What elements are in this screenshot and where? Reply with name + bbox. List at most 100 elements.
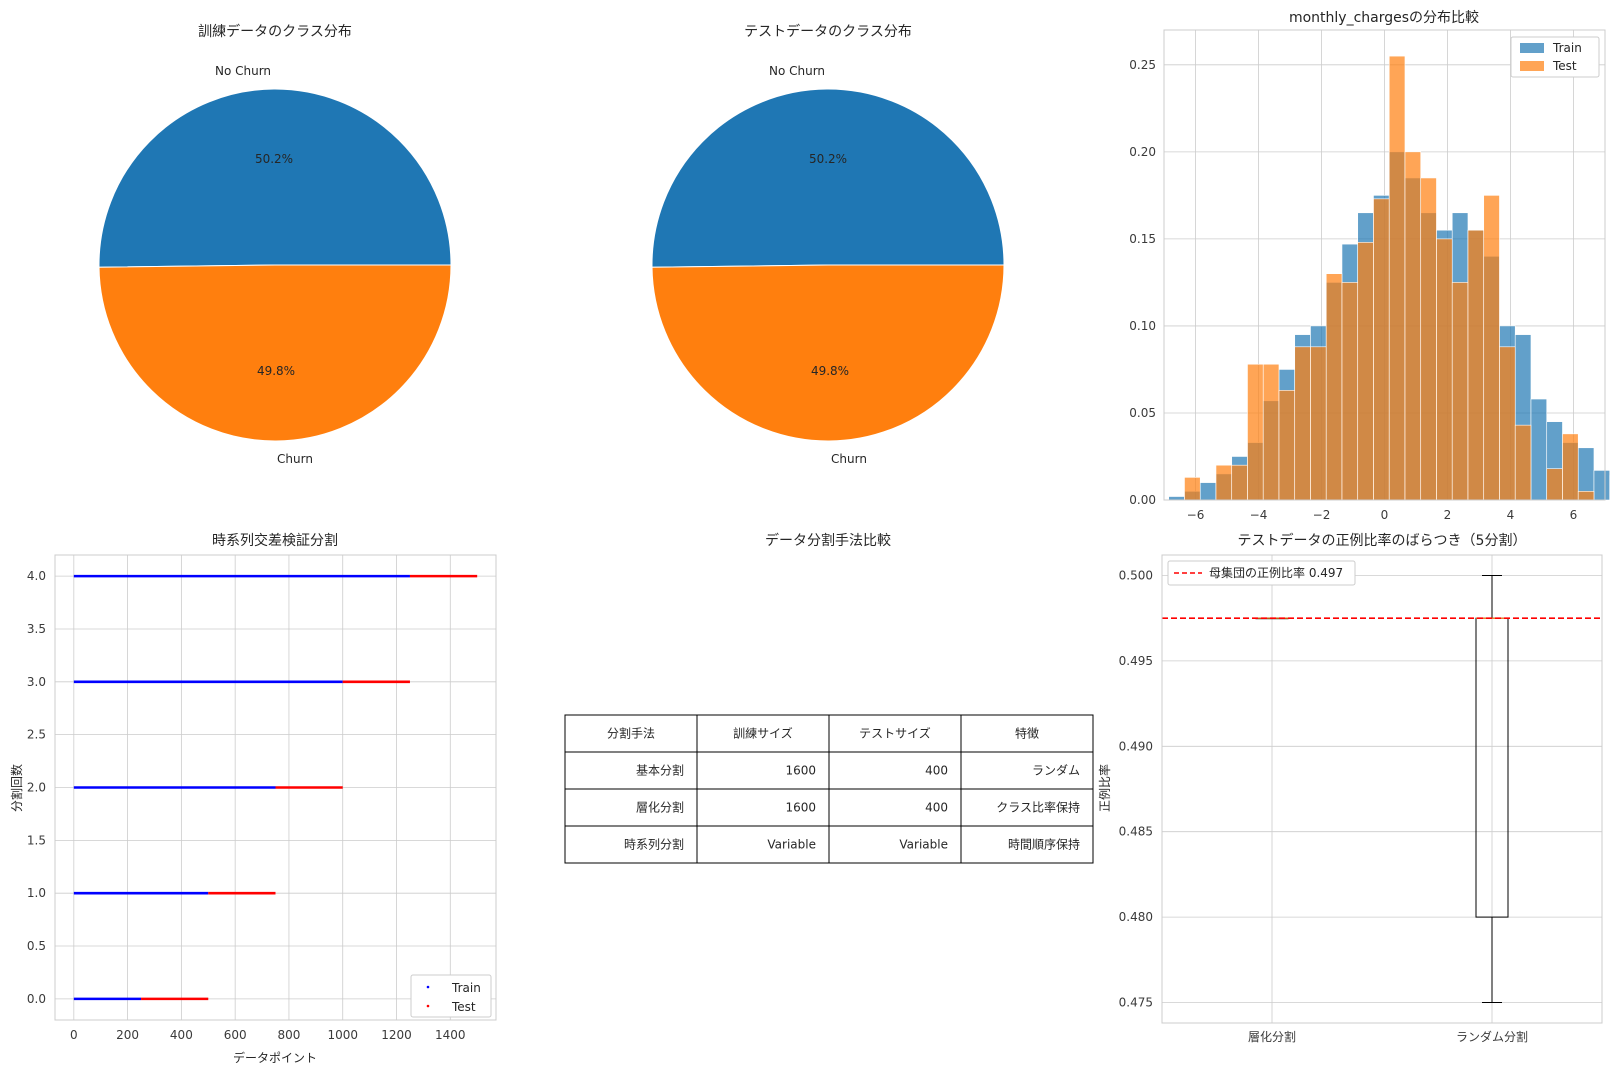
- hist-test-bar: [1578, 491, 1594, 500]
- hist-test-bar: [1499, 347, 1515, 500]
- hist-title: monthly_chargesの分布比較: [1289, 10, 1479, 26]
- pie2-label-churn: Churn: [831, 452, 867, 466]
- box-frame: [1162, 555, 1602, 1023]
- ts-xtick: 600: [224, 1028, 247, 1042]
- hist-test-bar: [1547, 469, 1563, 500]
- ts-xtick: 0: [70, 1028, 78, 1042]
- hist-test-bar: [1310, 347, 1326, 500]
- table-header-text: テストサイズ: [859, 726, 931, 741]
- hist-xtick: −4: [1250, 508, 1268, 522]
- table-header-text: 訓練サイズ: [733, 726, 793, 741]
- hist-test-bar: [1184, 477, 1200, 500]
- pie2-pct-no-churn: 50.2%: [809, 152, 847, 166]
- pie2-slice-churn: [652, 265, 1004, 441]
- hist-xtick: −2: [1313, 508, 1331, 522]
- hist-xtick: 2: [1444, 508, 1452, 522]
- pie1-slice-no-churn: [99, 89, 451, 267]
- hist-test-bar: [1247, 364, 1263, 500]
- ts-xtick: 1400: [435, 1028, 466, 1042]
- hist-ytick: 0.05: [1129, 406, 1156, 420]
- ts-xtick: 400: [170, 1028, 193, 1042]
- ts-xlabel: データポイント: [233, 1050, 317, 1065]
- ts-ytick: 2.0: [27, 781, 46, 795]
- ts-legend-train: Train: [451, 981, 481, 995]
- box-ylabel: 正例比率: [1097, 764, 1112, 812]
- table-cell-text: 時間順序保持: [1008, 837, 1080, 852]
- ts-ytick: 1.0: [27, 886, 46, 900]
- ts-legend: Train Test: [411, 975, 491, 1017]
- hist-test-bar: [1389, 56, 1405, 500]
- pie1-title: 訓練データのクラス分布: [198, 23, 352, 40]
- table-header-text: 特徴: [1015, 726, 1039, 741]
- hist-test-bar: [1436, 239, 1452, 500]
- hist-test-bar: [1216, 465, 1232, 500]
- hist-test-bar: [1468, 230, 1484, 500]
- hist-ytick: 0.25: [1129, 58, 1156, 72]
- hist-ytick: 0.15: [1129, 232, 1156, 246]
- box-ytick: 0.480: [1119, 910, 1153, 924]
- hist-test-bar: [1232, 465, 1248, 500]
- positive-ratio-boxplot: テストデータの正例比率のばらつき（5分割） 0.475 0.480 0.485 0.4…: [1097, 532, 1602, 1044]
- table-cell-text: 層化分割: [636, 800, 684, 815]
- hist-test-bar: [1452, 282, 1468, 500]
- hist-xtick: −6: [1187, 508, 1205, 522]
- box-ytick: 0.490: [1119, 739, 1153, 753]
- hist-test-bar: [1484, 195, 1500, 500]
- box-ytick: 0.495: [1119, 654, 1153, 668]
- ts-ytick: 3.0: [27, 675, 46, 689]
- pie1-pct-no-churn: 50.2%: [255, 152, 293, 166]
- hist-test-bar: [1358, 242, 1374, 500]
- pie2-slice-no-churn: [652, 89, 1004, 267]
- hist-xtick: 4: [1507, 508, 1515, 522]
- box-ytick: 0.475: [1119, 996, 1153, 1010]
- legend-test-swatch: [1520, 61, 1544, 71]
- pie2-pct-churn: 49.8%: [811, 364, 849, 378]
- table-header-text: 分割手法: [607, 726, 655, 741]
- pie2-title: テストデータのクラス分布: [744, 23, 912, 40]
- hist-test-bar: [1295, 347, 1311, 500]
- pie2-label-no-churn: No Churn: [769, 64, 825, 78]
- ts-ytick: 0.5: [27, 939, 46, 953]
- box-ytick: 0.500: [1119, 568, 1153, 582]
- hist-xtick: 6: [1570, 508, 1578, 522]
- table-cell-text: 基本分割: [636, 763, 684, 778]
- hist-test-bar: [1263, 364, 1279, 500]
- ts-xtick: 800: [277, 1028, 300, 1042]
- ts-ytick: 1.5: [27, 833, 46, 847]
- hist-test-bar: [1279, 390, 1295, 500]
- table-cell-text: 400: [925, 764, 948, 778]
- hist-legend-test: Test: [1552, 59, 1577, 73]
- pie1-pct-churn: 49.8%: [257, 364, 295, 378]
- hist-ytick: 0.00: [1129, 493, 1156, 507]
- legend-train-swatch: [1520, 43, 1544, 53]
- hist-ytick: 0.10: [1129, 319, 1156, 333]
- ts-ytick: 4.0: [27, 569, 46, 583]
- pie1-label-churn: Churn: [277, 452, 313, 466]
- box-legend: 母集団の正例比率 0.497: [1168, 561, 1355, 585]
- hist-test-bar: [1421, 178, 1437, 500]
- pie1-label-no-churn: No Churn: [215, 64, 271, 78]
- ts-ytick: 3.5: [27, 622, 46, 636]
- ts-ytick: 2.5: [27, 728, 46, 742]
- box-xtick: ランダム分割: [1456, 1029, 1528, 1044]
- hist-test-bar: [1405, 152, 1421, 500]
- table-cell-text: Variable: [899, 838, 948, 852]
- box-ytick: 0.485: [1119, 825, 1153, 839]
- ts-ylabel: 分割回数: [9, 764, 24, 812]
- hist-ytick: 0.20: [1129, 145, 1156, 159]
- hist-test-bar: [1326, 274, 1342, 500]
- test-class-pie: テストデータのクラス分布 No Churn Churn 50.2% 49.8%: [652, 23, 1004, 466]
- table-cell-text: 1600: [785, 801, 816, 815]
- hist-test-bar: [1562, 434, 1578, 500]
- ts-legend-test: Test: [451, 1000, 476, 1014]
- hist-test-bar: [1515, 425, 1531, 500]
- table-cell-text: クラス比率保持: [996, 800, 1080, 815]
- box-title: テストデータの正例比率のばらつき（5分割）: [1238, 532, 1527, 549]
- table-cell-text: 400: [925, 801, 948, 815]
- ts-xtick: 200: [116, 1028, 139, 1042]
- train-class-pie: 訓練データのクラス分布 No Churn Churn 50.2% 49.8%: [99, 23, 451, 466]
